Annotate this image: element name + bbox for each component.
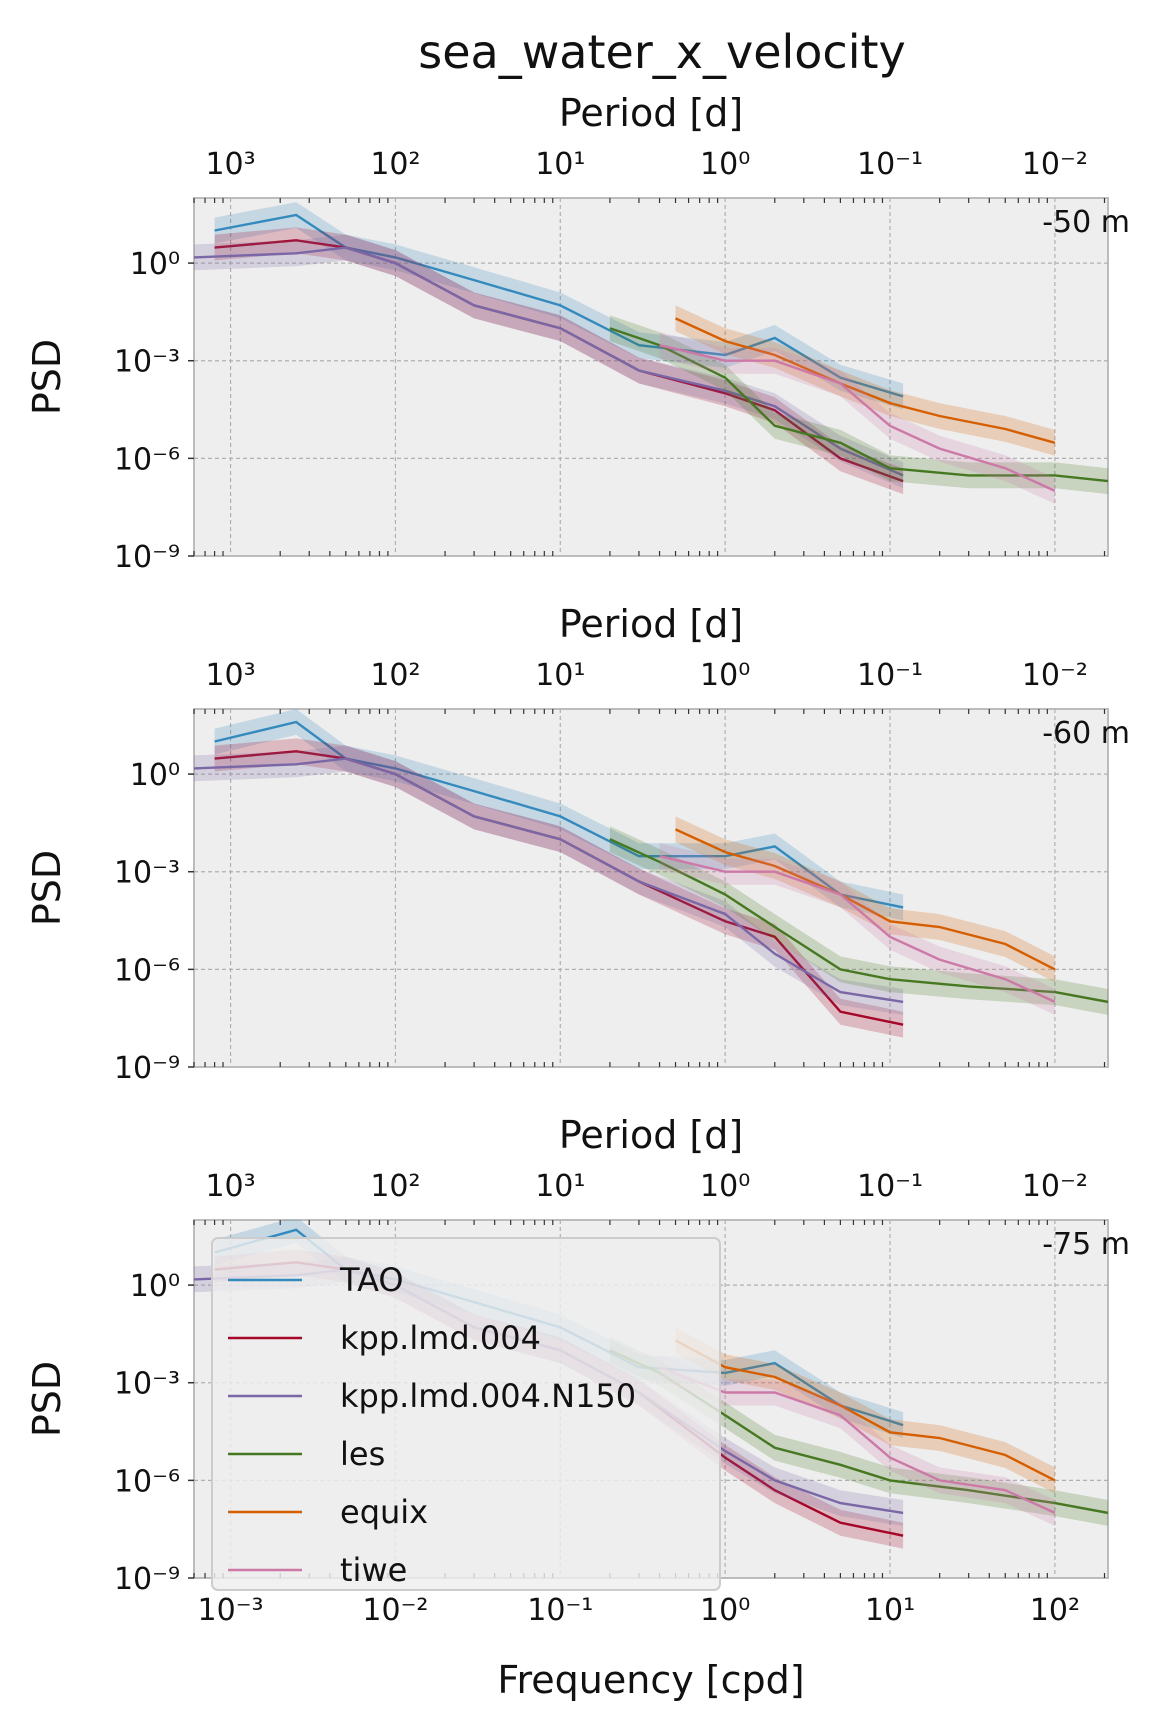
legend-label: tiwe: [340, 1551, 407, 1589]
y-tick-label: 10⁻⁹: [114, 1562, 180, 1597]
period-tick-label: 10⁻¹: [857, 1169, 923, 1204]
y-tick-label: 10⁻⁹: [114, 1051, 180, 1086]
series-line-tiwe: [659, 344, 1056, 492]
period-axis-label: Period [d]: [559, 1113, 743, 1157]
period-tick-label: 10⁰: [700, 658, 750, 693]
period-tick-label: 10¹: [535, 147, 585, 182]
period-tick-label: 10⁻¹: [857, 147, 923, 182]
legend-label: kpp.lmd.004: [340, 1319, 541, 1357]
y-tick-label: 10⁻⁶: [114, 953, 180, 988]
period-tick-label: 10⁻²: [1022, 147, 1088, 182]
x-tick-label: 10⁻²: [362, 1593, 428, 1628]
series-line-kpp.lmd.004.N150: [194, 246, 904, 477]
series-band-equix: [675, 305, 1055, 456]
period-tick-label: 10¹: [535, 1169, 585, 1204]
y-tick-label: 10⁻³: [114, 1367, 180, 1402]
x-axis-label: Frequency [cpd]: [497, 1658, 804, 1702]
series-band-tiwe: [659, 843, 1055, 1015]
y-axis-label: PSD: [25, 850, 69, 926]
period-tick-label: 10⁰: [700, 147, 750, 182]
x-tick-label: 10⁻³: [198, 1593, 264, 1628]
series-band-equix: [675, 1327, 1055, 1494]
series-band-kpp.lmd.004.N150: [194, 1256, 904, 1526]
y-tick-label: 10⁻⁶: [114, 442, 180, 477]
series-band-kpp.lmd.004: [214, 1249, 904, 1549]
y-tick-label: 10⁻³: [114, 856, 180, 891]
legend-label: equix: [340, 1493, 428, 1531]
legend-label: les: [340, 1435, 385, 1473]
legend: TAO kpp.lmd.004 kpp.lmd.004.N150 les equix ti…: [211, 1237, 721, 1591]
panel-50m: 10⁻⁹ 10⁻⁶ 10⁻³ 10⁰ 10³ 10² 10¹ 10⁰ 10⁻¹ 10⁻² Perio…: [25, 91, 1130, 575]
panel-60m: 10⁻⁹ 10⁻⁶ 10⁻³ 10⁰ 10³ 10² 10¹ 10⁰ 10⁻¹ 10⁻² Perio…: [25, 602, 1130, 1086]
series-line-TAO: [214, 720, 904, 909]
period-tick-label: 10⁰: [700, 1169, 750, 1204]
series-band-TAO: [214, 709, 904, 921]
series-line-les: [609, 838, 1108, 1004]
x-tick-label: 10¹: [865, 1593, 915, 1628]
series-band-tiwe: [659, 332, 1055, 504]
y-tick-label: 10⁻⁹: [114, 540, 180, 575]
depth-label: -60 m: [1042, 716, 1130, 751]
y-tick-label: 10⁻³: [114, 345, 180, 380]
series-group: [194, 709, 1108, 1038]
series-line-equix: [674, 1339, 1056, 1482]
period-tick-label: 10¹: [535, 658, 585, 693]
series-group: [194, 202, 1108, 504]
y-axis-label: PSD: [25, 1361, 69, 1437]
period-tick-label: 10³: [205, 1169, 255, 1204]
x-tick-label: 10⁰: [700, 1593, 750, 1628]
period-axis-label: Period [d]: [559, 91, 743, 135]
y-tick-label: 10⁰: [130, 247, 180, 282]
x-tick-label: 10²: [1030, 1593, 1080, 1628]
series-band-les: [609, 826, 1108, 1015]
series-band-kpp.lmd.004: [214, 738, 904, 1038]
period-tick-label: 10²: [370, 658, 420, 693]
legend-box: [211, 1237, 721, 1591]
y-axis-label: PSD: [25, 339, 69, 415]
series-line-les: [609, 327, 1108, 483]
series-band-kpp.lmd.004.N150: [194, 234, 904, 489]
series-band-equix: [675, 816, 1055, 983]
period-tick-label: 10⁻¹: [857, 658, 923, 693]
series-band-les: [609, 1337, 1108, 1526]
depth-label: -75 m: [1042, 1227, 1130, 1262]
period-axis-label: Period [d]: [559, 602, 743, 646]
period-tick-label: 10²: [370, 1169, 420, 1204]
series-line-equix: [675, 317, 1056, 444]
x-tick-label: 10⁻¹: [527, 1593, 593, 1628]
figure-title: sea_water_x_velocity: [418, 25, 906, 79]
series-line-tiwe: [659, 1366, 1056, 1514]
period-tick-label: 10³: [205, 658, 255, 693]
series-line-kpp.lmd.004.N150: [194, 757, 904, 1004]
period-tick-label: 10⁻²: [1022, 1169, 1088, 1204]
depth-label: -50 m: [1042, 205, 1130, 240]
legend-label: kpp.lmd.004.N150: [340, 1377, 636, 1415]
y-tick-label: 10⁻⁶: [114, 1464, 180, 1499]
axes-background: [193, 197, 1109, 557]
period-tick-label: 10⁻²: [1022, 658, 1088, 693]
y-tick-label: 10⁰: [130, 1269, 180, 1304]
period-tick-label: 10²: [370, 147, 420, 182]
period-tick-label: 10³: [205, 147, 255, 182]
series-line-tiwe: [659, 855, 1056, 1003]
series-line-equix: [675, 828, 1056, 971]
legend-label: TAO: [339, 1261, 404, 1299]
series-line-TAO: [214, 213, 904, 398]
y-tick-label: 10⁰: [130, 758, 180, 793]
